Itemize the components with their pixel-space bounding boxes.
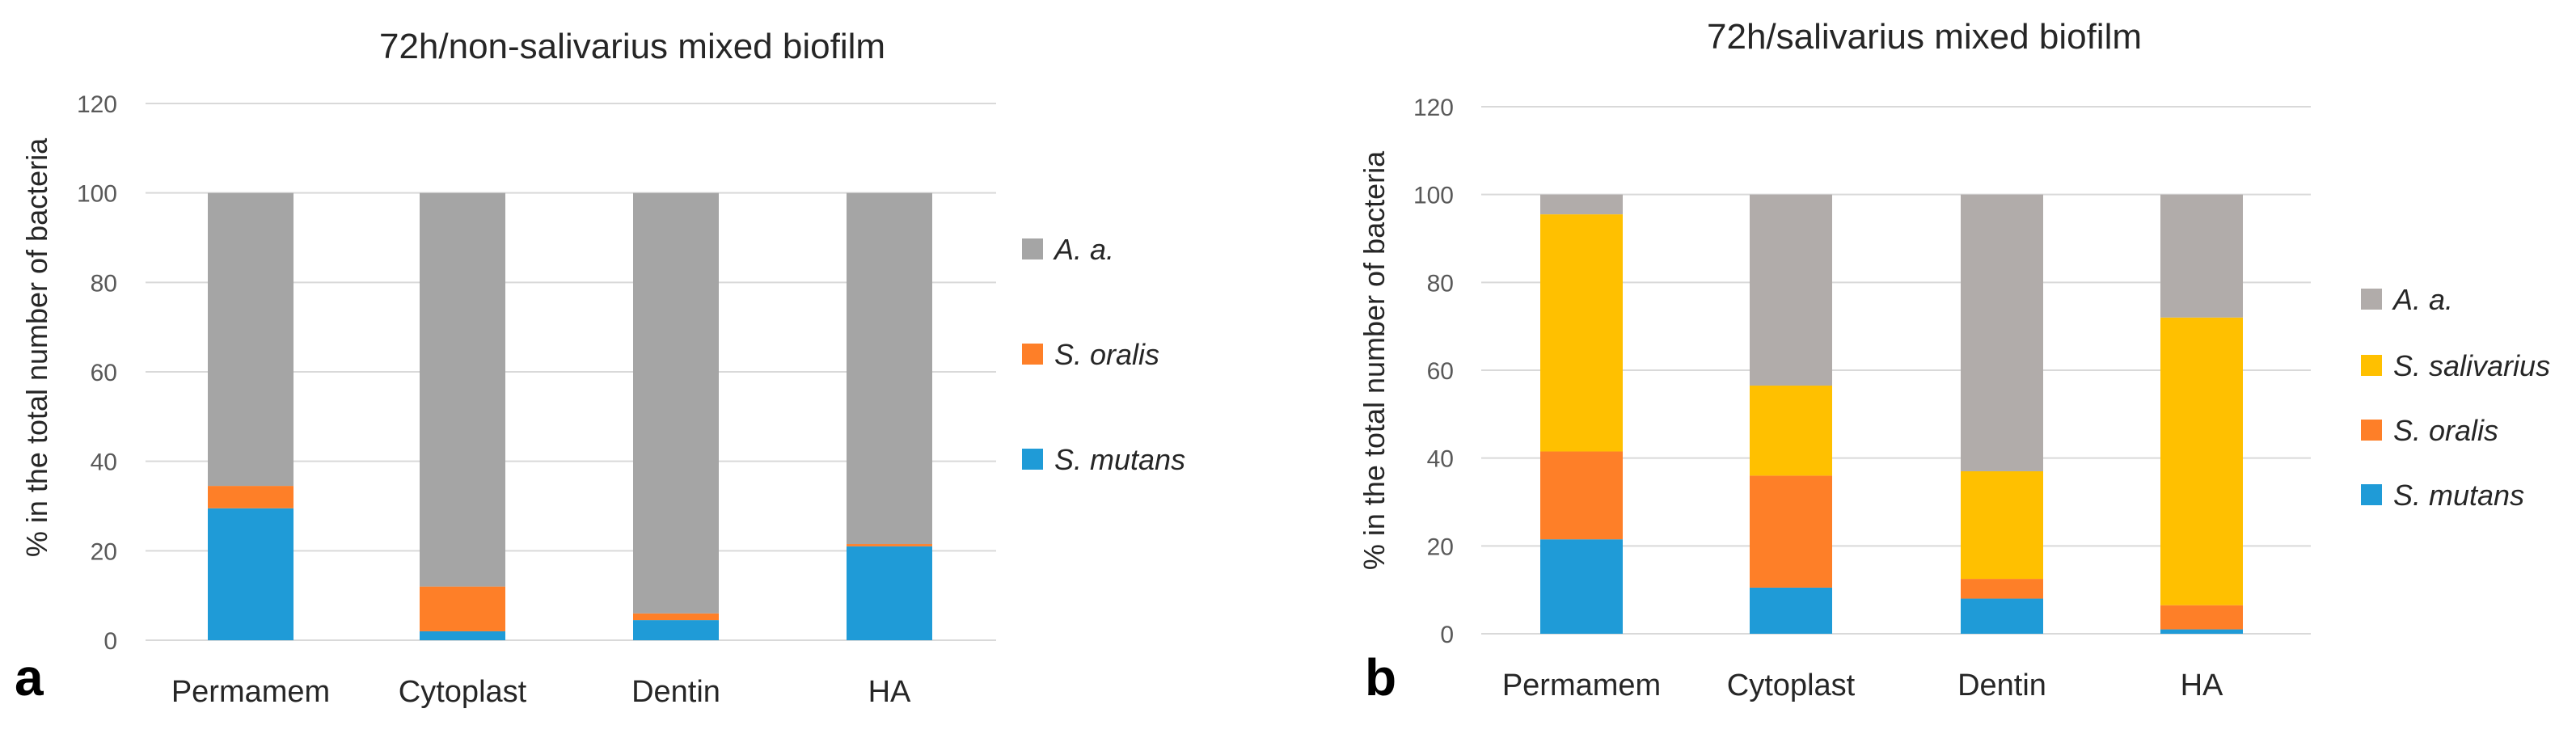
x-tick-label: Cytoplast [399,675,527,709]
bar-segment [420,631,505,640]
bar-segment [1540,194,1623,215]
y-tick-label: 0 [1440,622,1454,648]
legend-label: S. mutans [2393,479,2524,512]
x-axis-ticks: Permamem Cytoplast Dentin HA [1502,669,2223,702]
bar-segment [1961,470,2043,580]
legend-swatch [2361,289,2382,310]
chart-title: 72h/salivarius mixed biofilm [1707,17,2142,57]
legend-swatch [2361,355,2382,376]
legend-swatch [2361,484,2382,505]
bar-segment [208,486,293,508]
bar-segment [1750,475,1832,588]
y-tick-label: 80 [91,270,117,297]
bar-segment [633,192,719,614]
panel-label: b [1365,648,1396,707]
panel-label: a [15,648,44,707]
y-tick-label: 120 [1413,95,1454,121]
y-tick-label: 20 [91,538,117,565]
x-tick-label: Cytoplast [1727,669,1856,702]
legend-label: A. a. [1053,233,1114,266]
x-tick-label: Dentin [631,675,720,709]
y-tick-label: 60 [91,360,117,386]
bar-segment [633,620,719,640]
y-axis-label: % in the total number of bacteria [1358,150,1391,570]
bars [208,192,932,640]
bar-segment [847,546,932,640]
y-tick-label: 40 [1427,446,1454,473]
chart-panel-b: 72h/salivarius mixed biofilm % in the to… [1358,17,2550,707]
legend-swatch [1022,449,1043,470]
bar-segment [2160,317,2243,605]
y-tick-label: 20 [1427,534,1454,560]
bar-segment [2160,605,2243,630]
x-tick-label: HA [2181,669,2223,702]
bars [1540,194,2243,634]
bar-segment [208,192,293,487]
bar-segment [1961,579,2043,599]
bar-segment [2160,194,2243,318]
y-axis-label: % in the total number of bacteria [20,137,53,557]
y-axis-ticks: 0 20 40 60 80 100 120 [77,91,117,655]
legend-swatch [2361,420,2382,441]
y-tick-label: 0 [103,628,117,655]
y-tick-label: 120 [77,91,117,118]
legend-label: S. mutans [1054,443,1185,476]
legend: A. a. S. salivarius S. oralis S. mutans [2361,283,2550,512]
y-tick-label: 100 [77,181,117,208]
x-tick-label: Dentin [1957,669,2046,702]
chart-title: 72h/non-salivarius mixed biofilm [379,27,885,66]
legend-label: S. oralis [1054,338,1159,371]
x-axis-ticks: Permamem Cytoplast Dentin HA [171,675,911,709]
bar-segment [847,192,932,545]
y-tick-label: 40 [91,449,117,476]
legend: A. a. S. oralis S. mutans [1022,233,1185,476]
bar-segment [420,192,505,587]
y-tick-label: 60 [1427,358,1454,385]
bar-segment [633,613,719,621]
legend-swatch [1022,344,1043,365]
x-tick-label: HA [868,675,911,709]
bar-segment [420,586,505,631]
bar-segment [1961,598,2043,634]
bar-segment [847,544,932,546]
x-tick-label: Permamem [171,675,330,709]
legend-label: S. oralis [2393,414,2498,447]
bar-segment [208,508,293,640]
bar-segment [1540,214,1623,452]
bar-segment [1961,194,2043,471]
legend-label: A. a. [2392,283,2453,316]
y-tick-label: 80 [1427,270,1454,297]
bar-segment [1540,451,1623,540]
bar-segment [1750,587,1832,634]
x-tick-label: Permamem [1502,669,1661,702]
bar-segment [2160,629,2243,634]
bar-segment [1750,386,1832,476]
bar-segment [1540,539,1623,634]
legend-swatch [1022,238,1043,259]
y-axis-ticks: 0 20 40 60 80 100 120 [1413,95,1454,648]
legend-label: S. salivarius [2393,349,2550,382]
y-tick-label: 100 [1413,183,1454,209]
bar-segment [1750,194,1832,386]
chart-panel-a: 72h/non-salivarius mixed biofilm % in th… [15,27,1185,709]
